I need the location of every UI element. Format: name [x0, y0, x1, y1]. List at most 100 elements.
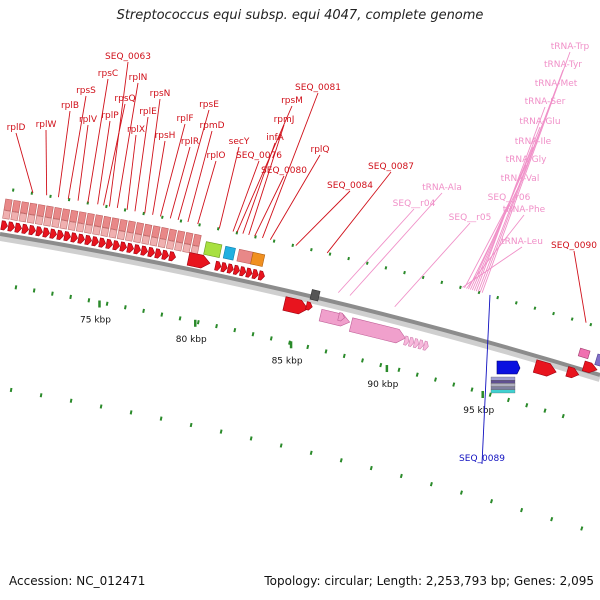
rna-label-leader	[394, 222, 471, 308]
gene-arrow	[133, 244, 141, 255]
rna-label: tRNA-Val	[501, 174, 540, 184]
ribosomal-band-block	[143, 223, 153, 237]
rrna-arrow-shape	[348, 317, 406, 344]
ribosomal-band-block-shape	[61, 208, 71, 222]
ribosomal-band-block-shape	[100, 227, 110, 237]
minor-tick	[342, 353, 346, 359]
minor-tick	[525, 403, 529, 408]
gene-label-leader	[295, 190, 351, 246]
gene-arrow	[282, 296, 309, 315]
gene-arrow	[565, 366, 580, 379]
rna-label: SEQ__r06	[488, 193, 531, 203]
gene-arrow	[77, 233, 85, 244]
ribosomal-band-block	[43, 216, 52, 227]
ribosomal-band-block	[184, 232, 194, 245]
minor-tick	[589, 322, 593, 327]
gene-label: SEQ_0063	[105, 52, 151, 62]
gene-arrow-shape	[119, 241, 127, 252]
ribosomal-band-block	[85, 212, 95, 226]
minor-tick	[520, 507, 524, 513]
gene-arrow	[21, 223, 29, 234]
gene-arrow-shape	[21, 223, 29, 234]
ribosomal-band-block-shape	[134, 222, 145, 235]
ribosomal-band-block-shape	[182, 243, 192, 254]
gene-arrow	[581, 360, 598, 373]
seq0089-stack	[490, 360, 521, 394]
gene-arrow	[56, 229, 64, 240]
gene-arrow-shape	[42, 227, 50, 238]
ribosomal-band-block	[92, 225, 101, 236]
ribosomal-band-block-shape	[92, 225, 101, 236]
minor-tick	[561, 413, 565, 419]
stack-bar	[490, 376, 516, 381]
ribosomal-band-block-shape	[18, 212, 28, 223]
trna-arrow-shape	[407, 336, 415, 347]
minor-tick	[269, 336, 273, 341]
ribosomal-band-block-shape	[36, 204, 46, 217]
blue-label-leader	[481, 294, 491, 465]
gene-label-leader	[116, 82, 139, 209]
gene-label-leader	[97, 120, 111, 205]
rrna-arrow-shape	[318, 308, 351, 327]
tick-layer	[9, 188, 593, 531]
feature-layer	[0, 198, 600, 394]
gene-label: rplB	[61, 101, 79, 111]
minor-tick	[272, 239, 276, 243]
dark-block	[309, 289, 321, 302]
minor-tick	[69, 398, 73, 403]
gene-arrow	[226, 263, 234, 274]
ribosomal-band-block-shape	[143, 223, 153, 237]
minor-tick	[384, 266, 388, 270]
rna-label: tRNA-Met	[535, 79, 578, 89]
stack-bar	[490, 383, 516, 387]
gene-arrow-shape	[305, 301, 313, 311]
trna-arrow	[412, 338, 419, 349]
gene-label: SEQ_0084	[327, 181, 373, 191]
gene-label: rplF	[176, 114, 193, 124]
minor-tick	[543, 408, 547, 413]
gene-arrow	[220, 262, 228, 273]
gene-arrow-shape	[91, 236, 99, 247]
ribosomal-band-block-shape	[157, 238, 167, 249]
minor-tick	[196, 320, 200, 325]
gene-arrow	[214, 260, 222, 271]
ribosomal-band-block	[67, 221, 77, 231]
trna-arrow	[407, 336, 415, 347]
gene-arrow-shape	[56, 229, 64, 240]
ribosomal-band-block	[2, 209, 11, 220]
minor-tick	[49, 194, 52, 199]
minor-tick	[189, 422, 193, 428]
purple-block	[594, 353, 600, 369]
gene-arrow-shape	[28, 225, 36, 236]
minor-tick	[459, 490, 463, 495]
ribosomal-band-block	[108, 228, 118, 239]
ribosomal-band-block	[69, 209, 79, 223]
rna-label-leader	[349, 192, 443, 296]
minor-tick	[421, 275, 425, 280]
gene-label: rpsN	[150, 89, 171, 99]
gene-arrow-shape	[161, 249, 169, 260]
pink-block-shape	[577, 347, 591, 360]
scale-label: 85 kbp	[272, 356, 303, 366]
rna-label: tRNA-Glu	[519, 117, 560, 127]
minor-tick	[142, 211, 145, 216]
ribosomal-band-block	[192, 233, 202, 247]
gene-arrow-shape	[112, 240, 120, 251]
purple-block-shape	[594, 353, 600, 369]
gene-arrow-shape	[214, 260, 222, 271]
rna-label-leader	[481, 51, 571, 293]
minor-tick	[452, 382, 456, 387]
minor-tick	[309, 450, 313, 455]
gene-arrow-shape	[35, 226, 43, 237]
minor-tick	[580, 526, 584, 531]
trna-arrow-shape	[412, 338, 419, 349]
ribosomal-band-block-shape	[26, 214, 36, 224]
minor-tick	[490, 499, 494, 504]
ribosomal-band-block-shape	[69, 209, 79, 223]
minor-tick	[105, 301, 109, 306]
rrna-arrow-shape	[337, 312, 345, 322]
minor-tick	[306, 344, 310, 350]
scale-label: 90 kbp	[367, 380, 398, 390]
minor-tick	[87, 298, 91, 303]
